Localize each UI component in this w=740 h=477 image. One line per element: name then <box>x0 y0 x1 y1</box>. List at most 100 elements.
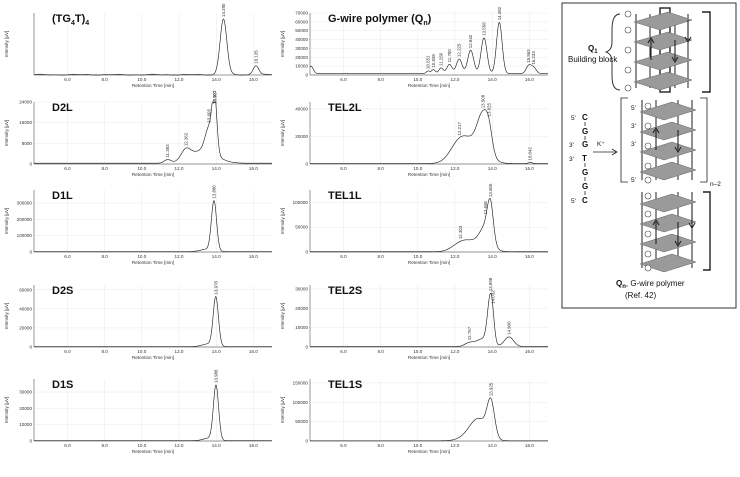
x-tick-label: 10.0 <box>137 254 146 259</box>
peak-label: 14.900 <box>506 321 511 335</box>
peak-label: 11.383 <box>165 144 170 158</box>
x-tick-label: 14.0 <box>488 254 497 259</box>
x-tick-label: 16.0 <box>249 443 258 448</box>
x-tick-label: 12.0 <box>175 166 184 171</box>
single-strand: 5' C G 3' G 3' T G G 5' C <box>569 113 588 205</box>
x-tick-label: 6.0 <box>340 77 347 82</box>
x-tick-label: 12.0 <box>175 443 184 448</box>
x-tick-label: 8.0 <box>377 443 384 448</box>
x-tick-label: 12.0 <box>451 443 460 448</box>
chromatogram-g-wire-polymer-qn-: 6.0 8.0 10.0 12.0 14.0 16.0 0 10000 20000 30000 40… <box>280 6 548 88</box>
y-tick-label: 10000 <box>295 64 308 69</box>
y-tick-label: 10000 <box>295 325 308 330</box>
x-tick-label: 8.0 <box>101 349 108 354</box>
peak-label: 12.217 <box>457 122 462 136</box>
x-tick-label: 14.0 <box>212 77 221 82</box>
x-tick-label: 6.0 <box>340 349 347 354</box>
peak-label: 16.042 <box>528 146 533 160</box>
y-axis-title: Intensity [µV] <box>4 208 9 235</box>
chromatogram-tel2l: 6.0 8.0 10.0 12.0 14.0 16.0 0 20000 40000 Retenti… <box>280 94 548 177</box>
polymer-caption: Qn, G-wire polymer <box>616 279 685 290</box>
x-tick-label: 16.0 <box>525 77 534 82</box>
svg-text:5': 5' <box>571 115 576 122</box>
y-axis-title: Intensity [µV] <box>280 303 285 330</box>
x-tick-label: 8.0 <box>101 443 108 448</box>
y-tick-label: 0 <box>305 345 308 350</box>
y-tick-label: 20000 <box>295 134 308 139</box>
y-axis-title: Intensity [µV] <box>4 31 9 58</box>
x-tick-label: 6.0 <box>64 349 71 354</box>
trace-line <box>34 200 272 252</box>
y-axis-title: Intensity [µV] <box>280 208 285 235</box>
x-tick-label: 6.0 <box>64 166 71 171</box>
x-axis-title: Retention Time [min] <box>132 172 174 177</box>
x-axis-title: Retention Time [min] <box>408 172 450 177</box>
panel-title: TEL2L <box>328 102 362 114</box>
chromatogram-tel1l: 6.0 8.0 10.0 12.0 14.0 16.0 0 50000 100000 Retent… <box>280 183 548 265</box>
trace-line <box>309 22 548 74</box>
peak-label: 10.551 <box>426 55 431 69</box>
x-tick-label: 8.0 <box>101 166 108 171</box>
svg-text:G: G <box>582 168 588 177</box>
y-axis-title: Intensity [µV] <box>280 397 285 424</box>
peak-label: 12.362 <box>183 132 188 146</box>
peak-label: 10.838 <box>431 54 436 68</box>
panel-title: D2L <box>52 102 73 114</box>
y-axis-title: Intensity [µV] <box>280 31 285 58</box>
peak-label: 13.927 <box>212 90 217 104</box>
y-tick-label: 60000 <box>19 287 32 292</box>
x-tick-label: 6.0 <box>340 443 347 448</box>
x-axis-title: Retention Time [min] <box>408 83 450 88</box>
svg-text:3': 3' <box>631 123 636 130</box>
y-tick-label: 0 <box>305 73 308 78</box>
x-tick-label: 14.0 <box>212 443 221 448</box>
panel-title: TEL1S <box>328 379 362 391</box>
y-tick-label: 30000 <box>19 390 32 395</box>
x-tick-label: 16.0 <box>525 349 534 354</box>
svg-text:C: C <box>582 113 588 122</box>
y-axis-title: Intensity [µV] <box>4 120 9 147</box>
x-tick-label: 12.0 <box>451 349 460 354</box>
x-tick-label: 12.0 <box>175 349 184 354</box>
y-tick-label: 150000 <box>293 380 309 385</box>
x-tick-label: 6.0 <box>64 77 71 82</box>
x-tick-label: 6.0 <box>64 443 71 448</box>
x-tick-label: 14.0 <box>212 166 221 171</box>
x-tick-label: 12.0 <box>451 166 460 171</box>
panel-title: G-wire polymer (Qn) <box>328 13 432 27</box>
peak-label: 13.925 <box>488 382 493 396</box>
y-tick-label: 0 <box>305 250 308 255</box>
svg-text:T: T <box>582 154 587 163</box>
y-tick-label: 0 <box>29 250 32 255</box>
x-tick-label: 10.0 <box>137 77 146 82</box>
x-tick-label: 10.0 <box>137 443 146 448</box>
peak-label: 13.605 <box>206 109 211 123</box>
x-axis-title: Retention Time [min] <box>408 355 450 360</box>
x-tick-label: 16.0 <box>525 254 534 259</box>
x-tick-label: 14.0 <box>212 254 221 259</box>
svg-text:5': 5' <box>571 198 576 205</box>
y-axis-title: Intensity [µV] <box>4 303 9 330</box>
y-axis-title: Intensity [µV] <box>280 120 285 147</box>
x-tick-label: 12.0 <box>451 77 460 82</box>
svg-text:3': 3' <box>631 141 636 148</box>
peak-label: 13.825 <box>486 102 491 116</box>
x-tick-label: 14.0 <box>212 349 221 354</box>
x-axis-title: Retention Time [min] <box>408 449 450 454</box>
svg-text:5': 5' <box>631 105 636 112</box>
trace-line <box>34 384 272 441</box>
chromatogram-d1s: 6.0 8.0 10.0 12.0 14.0 16.0 0 10000 20000 30000 Re… <box>4 369 272 454</box>
x-tick-label: 12.0 <box>175 254 184 259</box>
y-tick-label: 0 <box>29 439 32 444</box>
peak-label: 13.988 <box>213 369 218 383</box>
y-tick-label: 0 <box>29 345 32 350</box>
building-block-stack <box>604 7 711 93</box>
y-tick-label: 20000 <box>295 55 308 60</box>
y-tick-label: 20000 <box>19 406 32 411</box>
chromatogram-d2l: 6.0 8.0 10.0 12.0 14.0 16.0 0 8000 16000 24000 Ret… <box>4 90 272 177</box>
x-tick-label: 6.0 <box>340 166 347 171</box>
x-tick-label: 16.0 <box>249 77 258 82</box>
y-tick-label: 50000 <box>295 419 308 424</box>
svg-text:C: C <box>582 196 588 205</box>
y-tick-label: 300000 <box>17 201 33 206</box>
